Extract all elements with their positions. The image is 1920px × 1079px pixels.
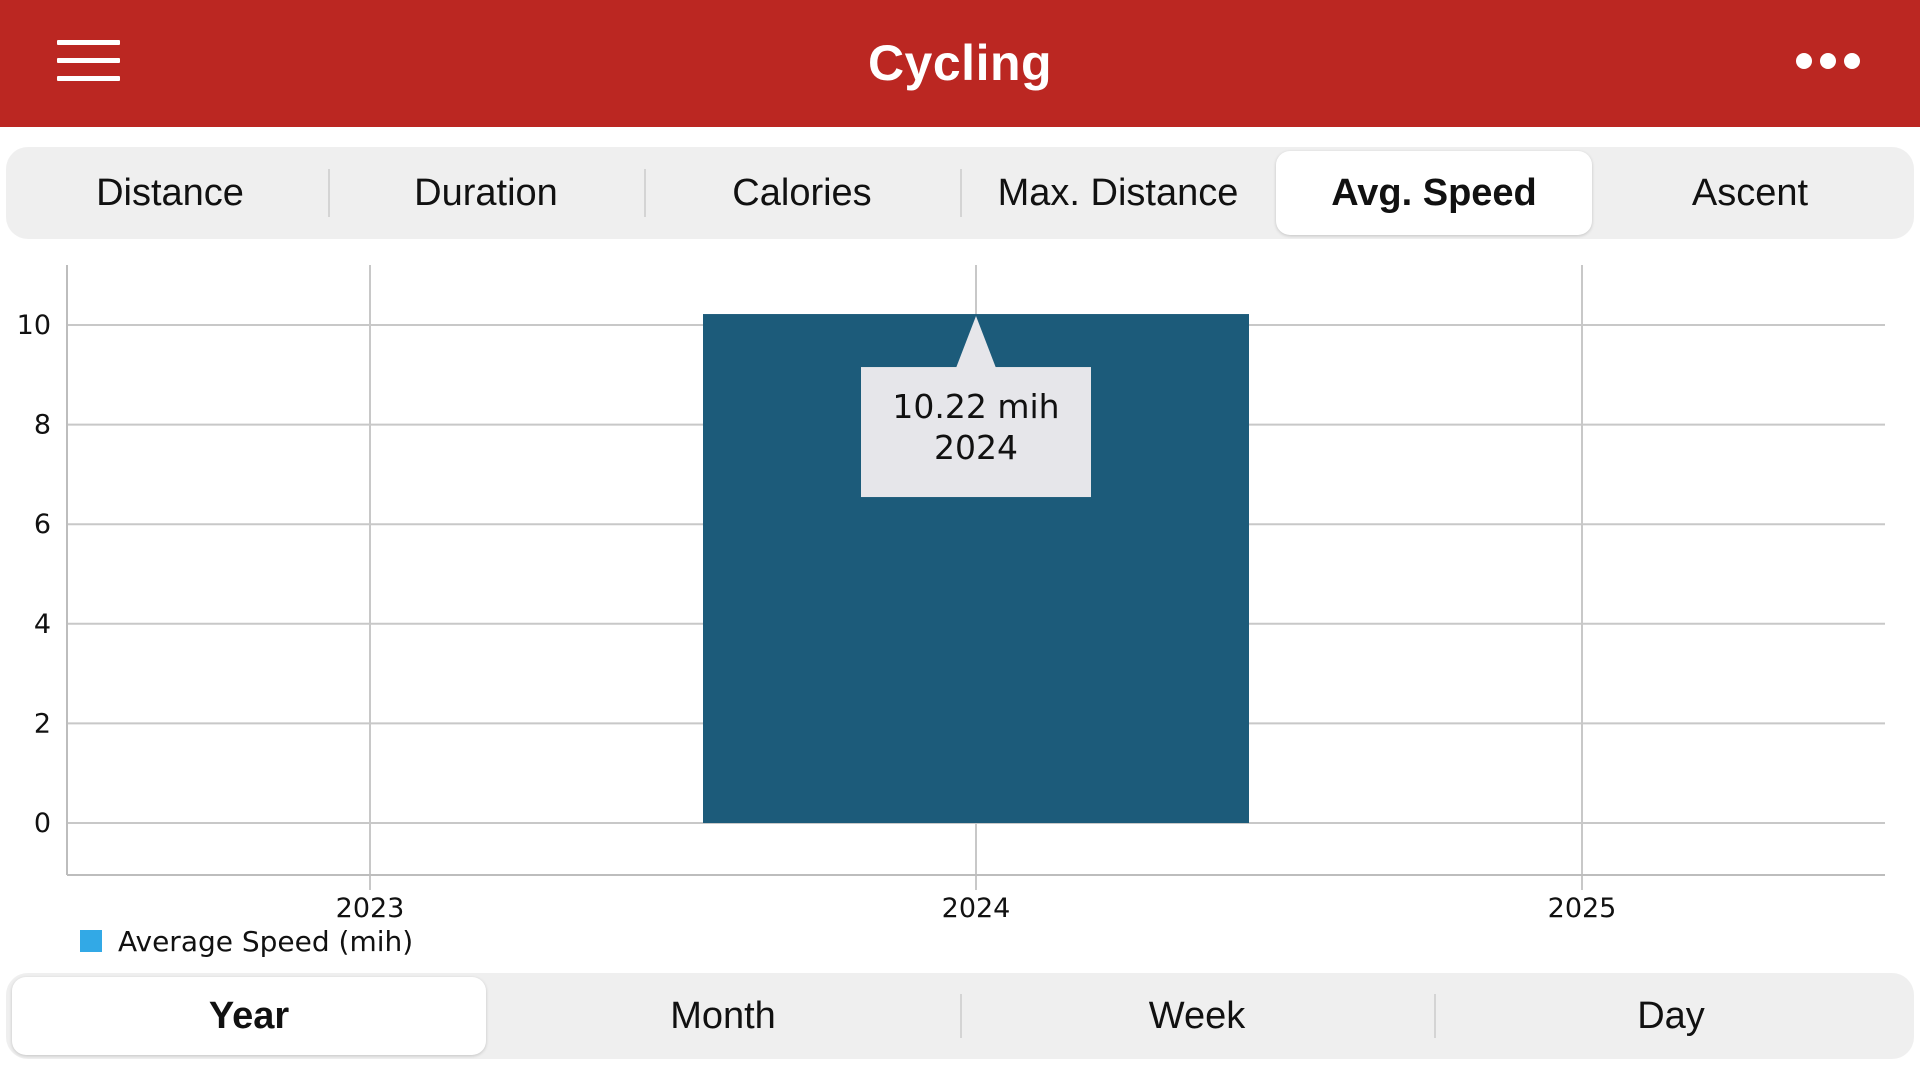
hamburger-menu-icon[interactable] (52, 36, 124, 90)
legend-swatch (80, 930, 102, 952)
x-tick-label: 2023 (336, 893, 405, 924)
y-tick-label: 4 (34, 609, 51, 640)
tooltip-box (861, 367, 1091, 498)
tab-ascent[interactable]: Ascent (1691, 171, 1809, 214)
tab-year[interactable]: Year (12, 977, 486, 1055)
period-segmented-control: Year Month Week Day (6, 973, 1914, 1059)
tab-calories[interactable]: Calories (644, 151, 960, 235)
y-tick-label: 6 (34, 509, 51, 540)
app-header: Cycling (0, 0, 1920, 127)
x-tick-label: 2025 (1548, 893, 1617, 924)
page-title: Cycling (867, 35, 1053, 91)
tooltip-pointer (956, 316, 996, 369)
y-tick-label: 2 (34, 708, 51, 739)
tab-day[interactable]: Day (1434, 977, 1908, 1055)
tooltip-value: 10.22 mih (892, 387, 1059, 426)
tooltip-period: 2024 (934, 428, 1018, 467)
tab-max-distance[interactable]: Max. Distance (960, 151, 1276, 235)
legend-label: Average Speed (mih) (118, 924, 414, 958)
chart-legend: Average Speed (mih) (80, 922, 413, 960)
more-options-icon[interactable] (1792, 50, 1864, 74)
y-tick-label: 10 (17, 310, 51, 341)
tab-avg-speed[interactable]: Avg. Speed (1276, 151, 1592, 235)
tab-distance[interactable]: Distance (96, 171, 244, 214)
avg-speed-chart[interactable]: 0 2 4 6 8 10 2023 2024 2025 10.22 mih 2024 (0, 250, 1920, 970)
tab-week[interactable]: Week (960, 977, 1434, 1055)
y-tick-label: 8 (34, 410, 51, 441)
tab-duration[interactable]: Duration (328, 151, 644, 235)
tab-month[interactable]: Month (670, 994, 776, 1037)
x-tick-label: 2024 (942, 893, 1011, 924)
y-tick-label: 0 (34, 808, 51, 839)
metric-segmented-control: Distance Duration Calories Max. Distance… (6, 147, 1914, 239)
